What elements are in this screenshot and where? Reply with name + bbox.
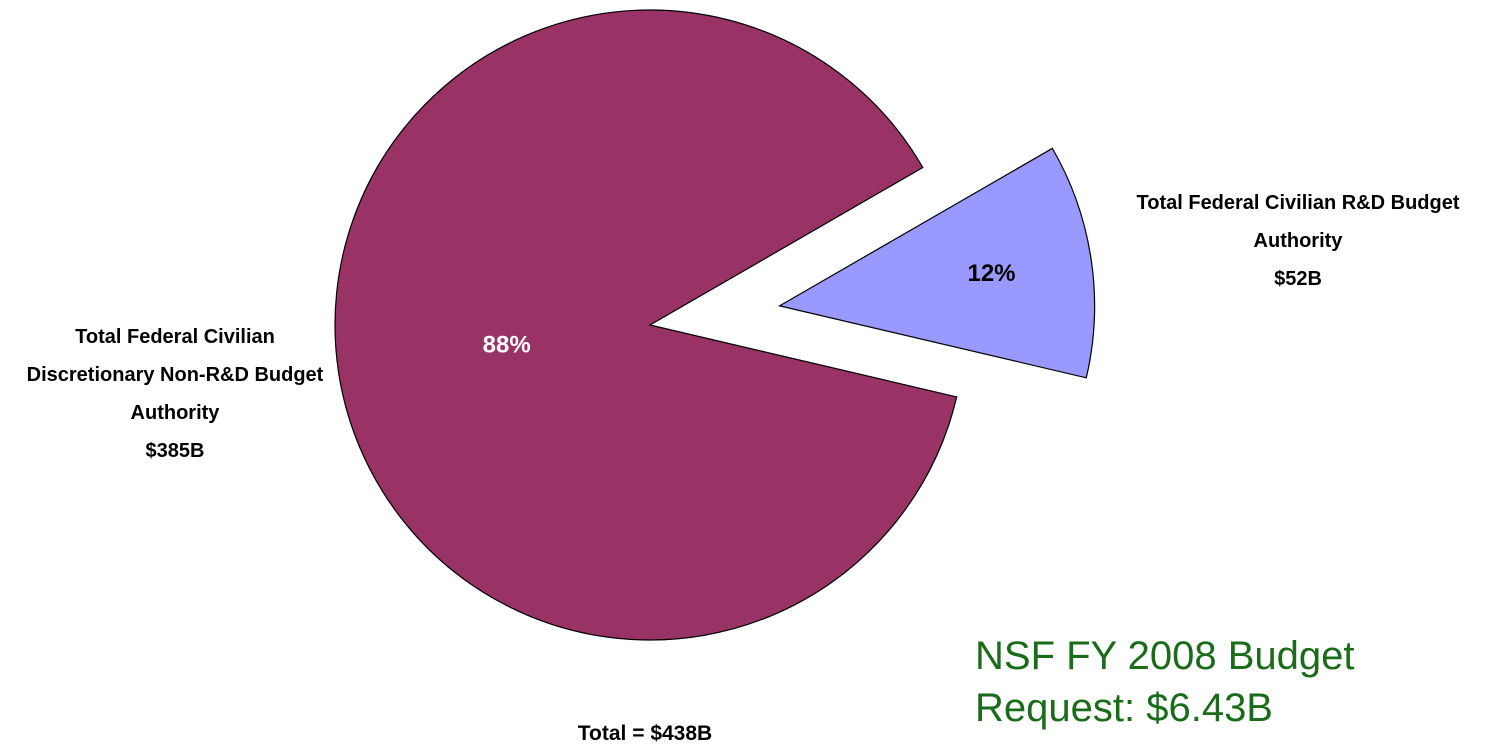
nsf-note: NSF FY 2008 Budget Request: $6.43B <box>975 634 1355 730</box>
pie-slice <box>777 147 1096 379</box>
category-label: Total Federal Civilian R&D Budget Author… <box>1136 192 1460 252</box>
pie-slice <box>334 9 958 641</box>
category-label-block: Total Federal Civilian R&D Budget Author… <box>1098 184 1494 298</box>
percent-label: 88% <box>483 332 531 359</box>
category-label: Total Federal Civilian Discretionary Non… <box>26 326 324 424</box>
total-annotation: Total = $438B <box>577 722 713 745</box>
amount-label: $52B <box>1274 268 1322 290</box>
category-label-block: Total Federal Civilian Discretionary Non… <box>10 318 340 470</box>
amount-label: $385B <box>145 440 205 462</box>
percent-label: 12% <box>967 260 1015 287</box>
